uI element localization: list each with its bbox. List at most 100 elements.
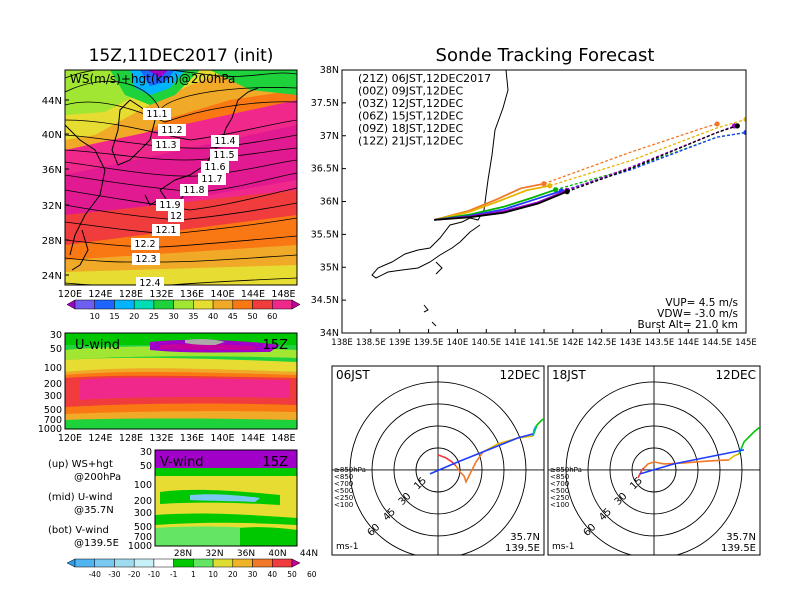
- hodograph-segment: [482, 435, 534, 453]
- colorbar-segment: [212, 299, 234, 310]
- uwind-time: 15Z: [263, 338, 289, 353]
- colorbar-tick: 15: [109, 312, 119, 321]
- track-lon-tick: 145E: [735, 338, 757, 348]
- colorbar-segment: [133, 299, 155, 310]
- right-title: Sonde Tracking Forecast: [436, 45, 655, 66]
- map-lon-tick: 120E: [58, 289, 82, 300]
- polar-pressure-legend: <500: [334, 487, 353, 495]
- track-lon-tick: 139E: [389, 338, 411, 348]
- colorbar-segment: [272, 299, 293, 310]
- vwind-lat-tick: 28N: [174, 549, 192, 559]
- polar-lat: 35.7N: [726, 532, 756, 543]
- track-lon-tick: 140.5E: [471, 338, 501, 348]
- height-label: 11.8: [180, 184, 208, 196]
- uwind-p-tick: 100: [44, 363, 62, 374]
- uwind-lon-tick: 124E: [88, 433, 112, 444]
- height-label-text: 11.5: [213, 150, 234, 161]
- track-lat-tick: 34.5N: [311, 295, 339, 306]
- vwind-lat-tick: 44N: [300, 549, 318, 559]
- height-label-bg: [168, 210, 184, 222]
- vcolorbar-segment: [94, 558, 115, 568]
- height-label-bg: [210, 149, 238, 161]
- vwind-lat-tick: 40N: [268, 549, 286, 559]
- map-lon-ticks: 120E 124E 128E 132E 136E 140E 144E 148E: [58, 289, 296, 300]
- height-label: 11.6: [201, 161, 229, 173]
- landing-marker: [734, 123, 740, 129]
- colorbar-tick: 10: [90, 312, 100, 321]
- burst-marker: [541, 181, 547, 187]
- uwind-p-tick: 30: [50, 330, 62, 341]
- colorbar-tick: 50: [247, 312, 257, 321]
- track-legend-item: (00Z) 09JST,12DEC: [358, 85, 463, 98]
- map-lon-tick: 124E: [88, 289, 112, 300]
- landing-marker: [743, 129, 746, 136]
- vcolorbar-segment: [153, 558, 174, 568]
- vwind-p-tick: 300: [134, 508, 152, 519]
- vcolorbar-tick: -1: [170, 570, 178, 579]
- height-label-bg: [158, 124, 186, 136]
- colorbar-tick: 30: [169, 312, 179, 321]
- uwind-p-tick: 50: [50, 344, 62, 355]
- track-lat-tick: 37N: [320, 131, 339, 142]
- track-line-solid: [434, 184, 550, 221]
- track-lon-tick: 141E: [504, 338, 526, 348]
- polar-time: 18JST: [552, 368, 586, 382]
- hodograph-segment: [455, 451, 484, 484]
- height-label-bg: [152, 139, 180, 151]
- hodograph-segment: [643, 459, 730, 469]
- height-label-text: 12.4: [139, 278, 160, 289]
- vcolorbar-tick: 1: [191, 570, 196, 579]
- height-label: 11.2: [158, 124, 186, 136]
- track-lat-tick: 38N: [320, 65, 339, 76]
- map-lon-tick: 128E: [119, 289, 143, 300]
- height-label-bg: [136, 277, 164, 289]
- hodograph-segment: [728, 453, 740, 461]
- height-label-bg: [143, 108, 171, 120]
- track-legend-item: (21Z) 06JST,12DEC2017: [358, 72, 491, 85]
- colorbar-segment: [193, 299, 214, 310]
- height-label-text: 11.8: [183, 185, 204, 196]
- map-lon-tick: 144E: [241, 289, 265, 300]
- height-label: 12.2: [131, 238, 159, 250]
- colorbar-segment: [252, 299, 273, 310]
- height-label-text: 11.7: [201, 174, 222, 185]
- track-lon-tick: 141.5E: [529, 338, 559, 348]
- colorbar-high-arrow: [291, 299, 301, 310]
- map-lon-tick: 148E: [271, 289, 295, 300]
- track-lon-tick: 139.5E: [414, 338, 444, 348]
- height-label: 11.9: [156, 199, 184, 211]
- track-line-dashed: [543, 123, 718, 185]
- vcolorbar-segment: [252, 558, 273, 568]
- vwind-lat-ticks: 28N 32N 36N 40N 44N: [174, 549, 318, 559]
- height-label: 11.5: [210, 149, 238, 161]
- vcolorbar-tick: -20: [128, 570, 140, 579]
- height-label: 11.3: [152, 139, 180, 151]
- track-lon-tick: 143E: [620, 338, 642, 348]
- vcolorbar-segment: [193, 558, 214, 568]
- polar-date: 12DEC: [500, 368, 540, 382]
- uwind-title: U-wind: [75, 338, 120, 353]
- map-lat-ticks: 44N 40N 36N 32N 28N 24N: [42, 96, 69, 282]
- colorbar-tick: 40: [208, 312, 218, 321]
- vcolorbar-tick: -40: [89, 570, 101, 579]
- uwind-lon-tick: 148E: [271, 433, 295, 444]
- map-lat-tick: 32N: [42, 201, 62, 212]
- height-label: 11.7: [198, 173, 226, 185]
- vcolorbar-segment: [272, 558, 293, 568]
- track-lat-tick: 35.5N: [311, 229, 339, 240]
- uwind-lon-tick: 136E: [180, 433, 204, 444]
- hodograph-segment: [639, 449, 745, 475]
- track-lat-tick: 34N: [320, 328, 339, 339]
- polar-time: 06JST: [336, 368, 370, 382]
- track-lon-tick: 142.5E: [587, 338, 617, 348]
- polar-unit: ms-1: [336, 542, 358, 552]
- vwind-p-tick: 200: [134, 496, 152, 507]
- hodograph-segment: [637, 467, 645, 479]
- param-vup: VUP= 4.5 m/s: [665, 297, 738, 309]
